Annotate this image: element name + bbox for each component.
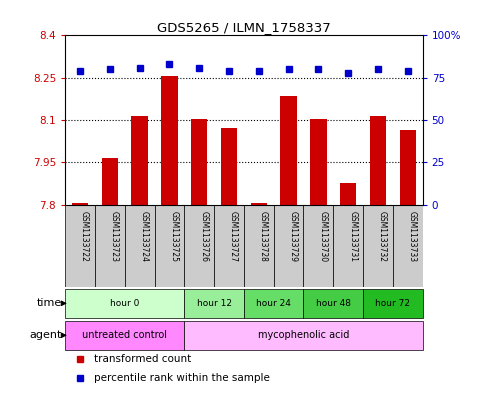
Text: percentile rank within the sample: percentile rank within the sample — [94, 373, 270, 383]
FancyBboxPatch shape — [214, 205, 244, 287]
Bar — [72, 203, 88, 205]
Bar — [102, 158, 118, 205]
Bar — [161, 76, 178, 205]
Text: GSM1133724: GSM1133724 — [140, 211, 149, 262]
FancyBboxPatch shape — [185, 289, 244, 318]
FancyBboxPatch shape — [244, 289, 303, 318]
Text: untreated control: untreated control — [82, 330, 167, 340]
Text: GSM1133728: GSM1133728 — [259, 211, 268, 262]
Bar — [310, 119, 327, 205]
FancyBboxPatch shape — [185, 205, 214, 287]
Title: GDS5265 / ILMN_1758337: GDS5265 / ILMN_1758337 — [157, 21, 331, 34]
Text: GSM1133727: GSM1133727 — [229, 211, 238, 262]
Bar — [370, 116, 386, 205]
Text: hour 24: hour 24 — [256, 299, 291, 308]
FancyBboxPatch shape — [65, 321, 185, 350]
Bar — [221, 129, 237, 205]
Text: GSM1133722: GSM1133722 — [80, 211, 89, 262]
Text: transformed count: transformed count — [94, 354, 191, 364]
Text: GSM1133733: GSM1133733 — [408, 211, 417, 263]
FancyBboxPatch shape — [303, 205, 333, 287]
Text: hour 48: hour 48 — [316, 299, 351, 308]
FancyBboxPatch shape — [155, 205, 185, 287]
FancyBboxPatch shape — [65, 205, 95, 287]
Text: GSM1133732: GSM1133732 — [378, 211, 387, 262]
Bar — [191, 119, 207, 205]
Text: hour 72: hour 72 — [375, 299, 411, 308]
FancyBboxPatch shape — [363, 205, 393, 287]
Text: agent: agent — [29, 330, 62, 340]
Text: GSM1133730: GSM1133730 — [318, 211, 327, 263]
Text: time: time — [36, 298, 62, 309]
Bar — [340, 184, 356, 205]
Text: GSM1133726: GSM1133726 — [199, 211, 208, 262]
FancyBboxPatch shape — [333, 205, 363, 287]
Bar — [251, 203, 267, 205]
FancyBboxPatch shape — [363, 289, 423, 318]
FancyBboxPatch shape — [244, 205, 274, 287]
Text: hour 12: hour 12 — [197, 299, 232, 308]
FancyBboxPatch shape — [303, 289, 363, 318]
Bar — [131, 116, 148, 205]
Text: GSM1133725: GSM1133725 — [170, 211, 178, 262]
FancyBboxPatch shape — [95, 205, 125, 287]
FancyBboxPatch shape — [185, 321, 423, 350]
FancyBboxPatch shape — [65, 289, 185, 318]
Bar — [281, 96, 297, 205]
Text: GSM1133731: GSM1133731 — [348, 211, 357, 262]
FancyBboxPatch shape — [274, 205, 303, 287]
FancyBboxPatch shape — [125, 205, 155, 287]
Text: mycophenolic acid: mycophenolic acid — [258, 330, 349, 340]
Text: hour 0: hour 0 — [110, 299, 140, 308]
Text: GSM1133723: GSM1133723 — [110, 211, 119, 262]
Text: GSM1133729: GSM1133729 — [289, 211, 298, 262]
Bar — [399, 130, 416, 205]
FancyBboxPatch shape — [393, 205, 423, 287]
